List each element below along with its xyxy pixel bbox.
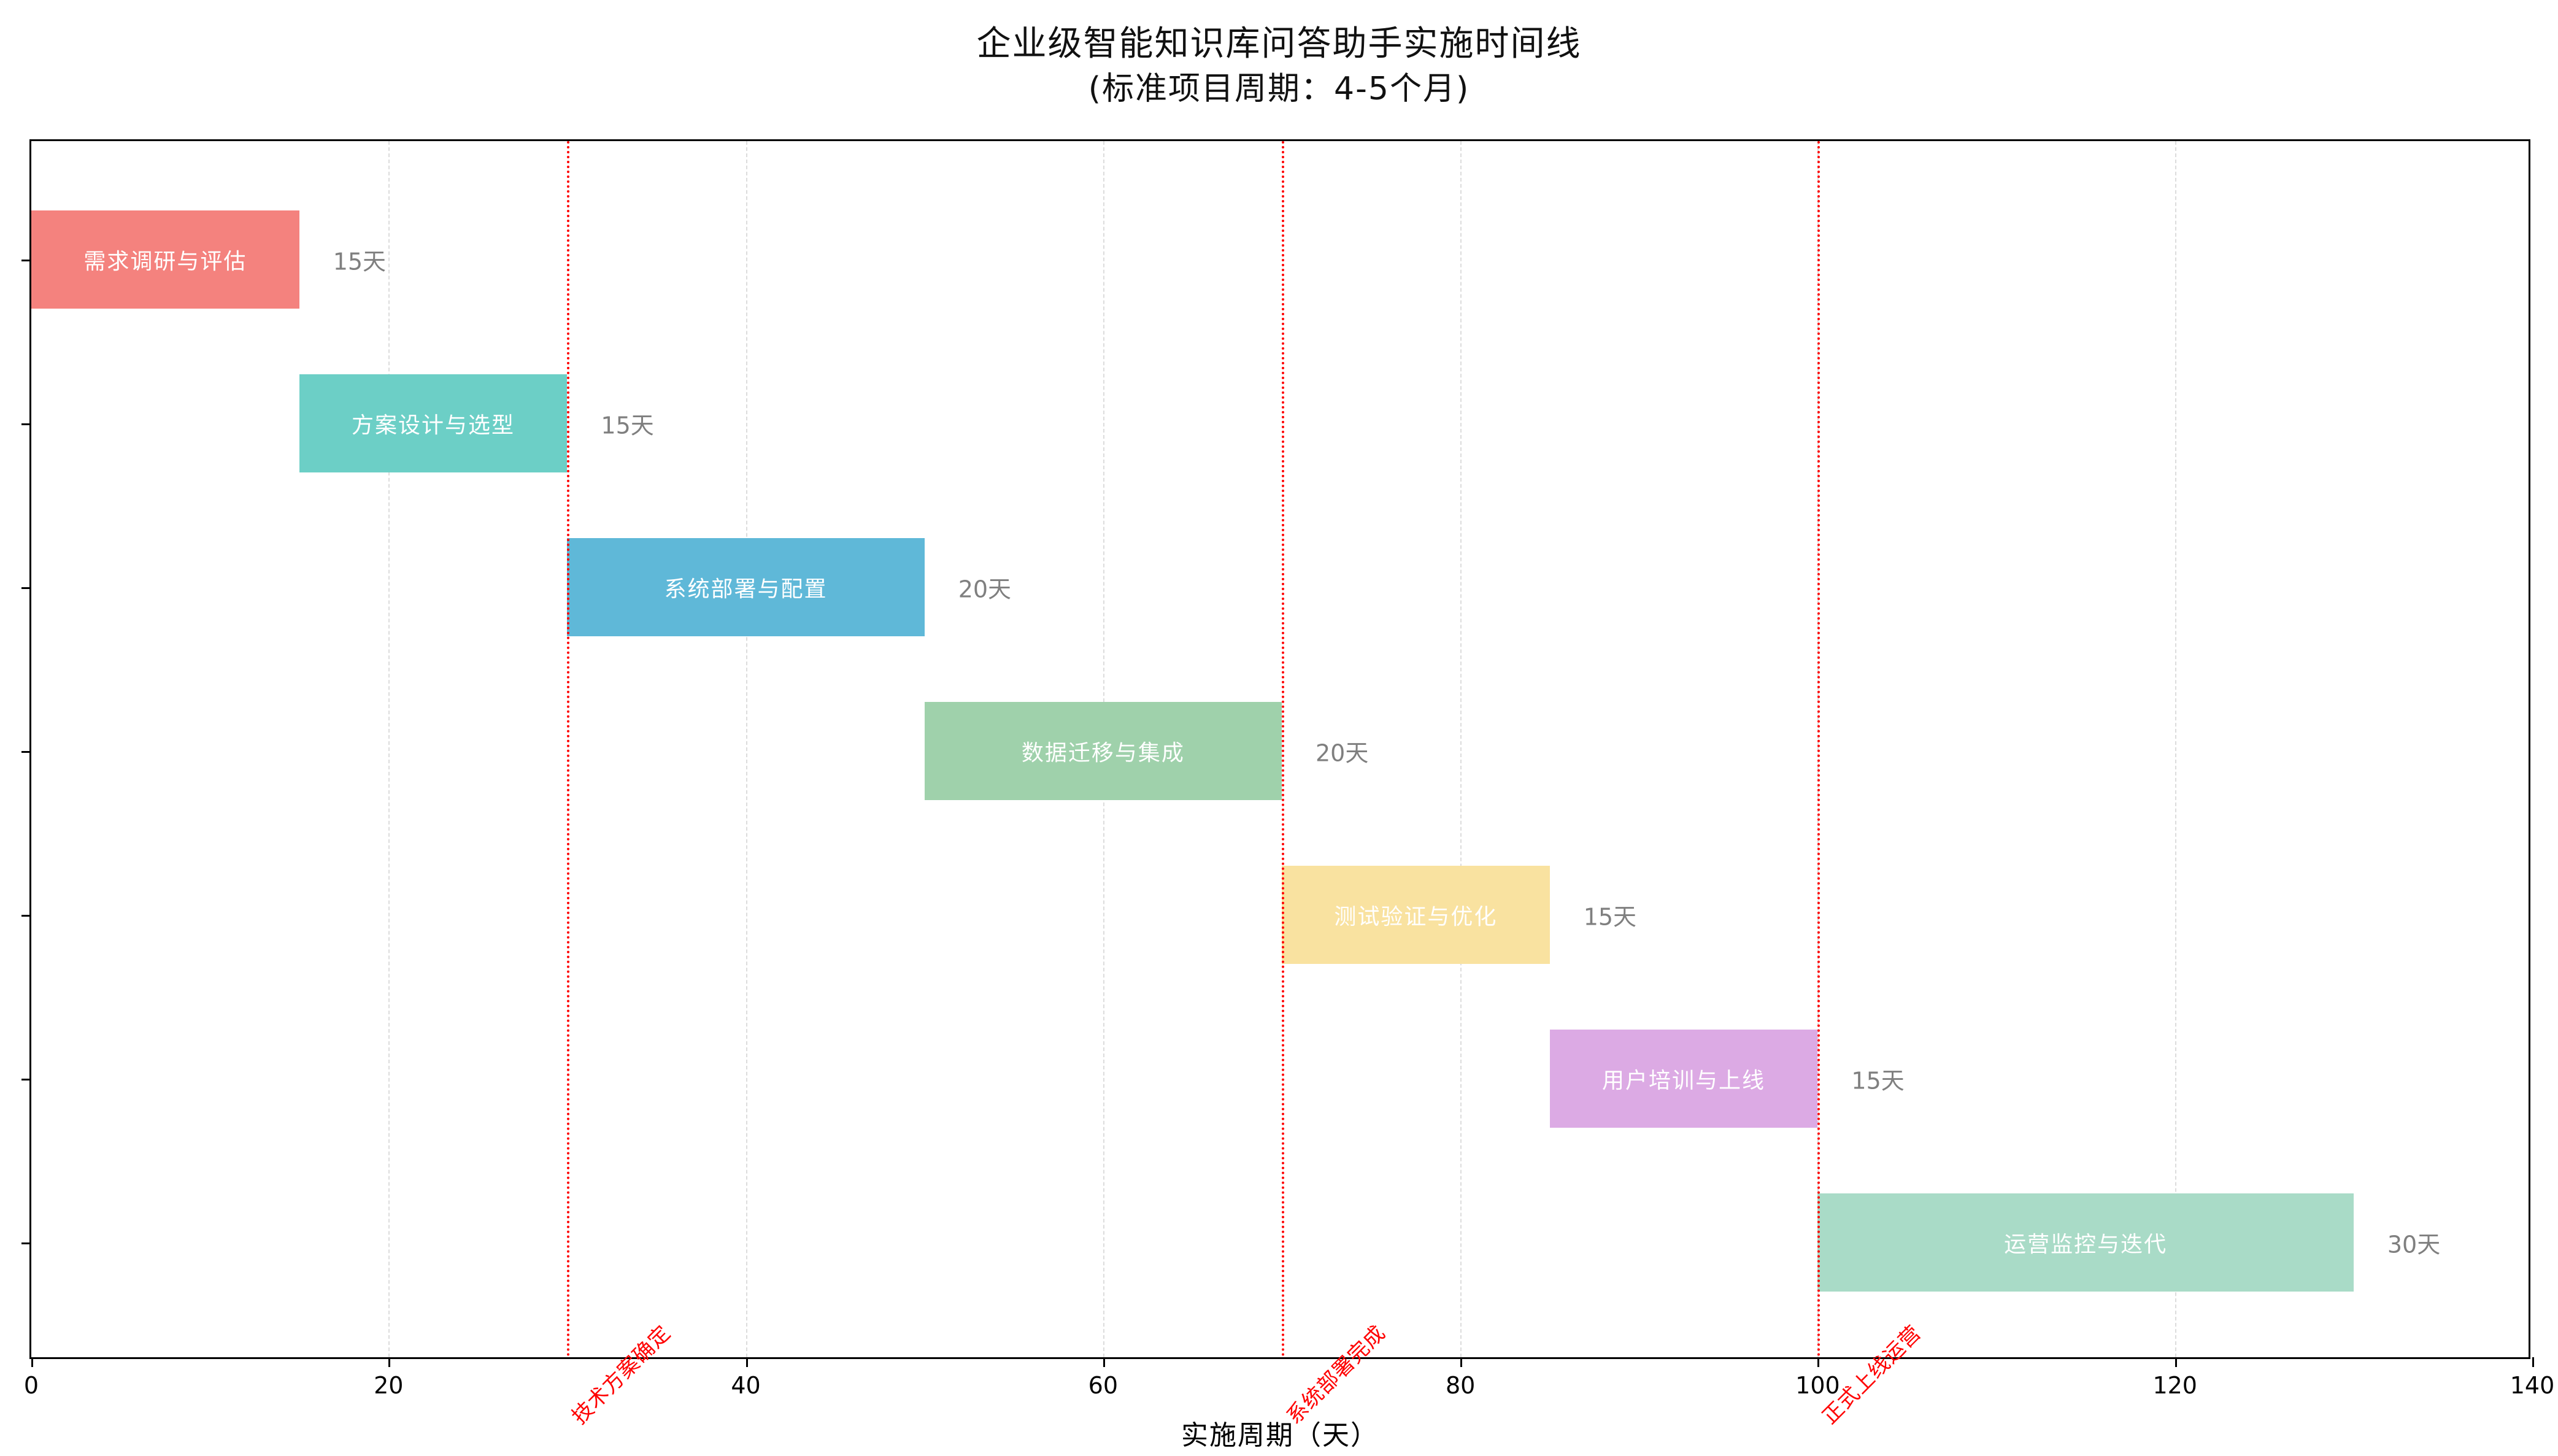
duration-label: 15天 — [1583, 903, 1637, 931]
x-tick-label: 60 — [1088, 1372, 1119, 1399]
x-axis-tick — [31, 1357, 33, 1367]
gridline — [388, 141, 390, 1357]
duration-label: 30天 — [2387, 1231, 2441, 1258]
task-name-label: 数据迁移与集成 — [1021, 741, 1185, 766]
x-tick-label: 40 — [731, 1372, 761, 1399]
milestone-line — [1282, 141, 1284, 1357]
chart-area: 需求调研与评估 15天 方案设计与选型 15天 系统部署与配置 20天 数据迁移与集成 20天… — [21, 139, 2554, 1429]
y-axis-tick — [21, 587, 31, 590]
task-name-label: 测试验证与优化 — [1334, 904, 1498, 930]
x-tick-label: 120 — [2152, 1372, 2197, 1399]
gantt-bar: 需求调研与评估 — [31, 210, 299, 309]
chart-subtitle: (标准项目周期：4-5个月) — [1088, 71, 1470, 107]
duration-label: 20天 — [958, 576, 1012, 603]
gridline — [2175, 141, 2176, 1357]
gantt-bar: 运营监控与迭代 — [1817, 1193, 2354, 1292]
x-axis-tick — [1460, 1357, 1463, 1367]
x-axis-label: 实施周期（天） — [1181, 1420, 1379, 1451]
gridline — [1460, 141, 1462, 1357]
duration-label: 15天 — [601, 412, 654, 439]
task-name-label: 系统部署与配置 — [664, 577, 828, 603]
x-axis-tick — [745, 1357, 748, 1367]
task-name-label: 方案设计与选型 — [352, 413, 515, 439]
x-axis-tick — [2175, 1357, 2177, 1367]
x-tick-label: 20 — [374, 1372, 404, 1399]
x-tick-label: 100 — [1795, 1372, 1840, 1399]
x-axis-tick — [388, 1357, 391, 1367]
x-axis-tick — [1103, 1357, 1105, 1367]
y-axis-tick — [21, 1242, 31, 1244]
duration-label: 20天 — [1316, 739, 1369, 767]
y-axis-tick — [21, 423, 31, 426]
milestone-line — [1817, 141, 1820, 1357]
milestone-line — [567, 141, 570, 1357]
task-name-label: 用户培训与上线 — [1602, 1068, 1766, 1093]
y-axis-tick — [21, 260, 31, 262]
x-tick-label: 0 — [23, 1372, 39, 1399]
chart-title: 企业级智能知识库问答助手实施时间线 — [976, 24, 1582, 64]
duration-label: 15天 — [1851, 1067, 1905, 1095]
gantt-bar: 数据迁移与集成 — [924, 702, 1282, 800]
x-tick-label: 140 — [2510, 1372, 2555, 1399]
gantt-bar: 测试验证与优化 — [1282, 865, 1550, 964]
y-axis-tick — [21, 1078, 31, 1080]
x-tick-label: 80 — [1445, 1372, 1476, 1399]
gantt-bar: 系统部署与配置 — [567, 538, 925, 637]
y-axis-tick — [21, 751, 31, 753]
duration-label: 15天 — [333, 248, 387, 275]
y-axis-tick — [21, 914, 31, 917]
task-name-label: 运营监控与迭代 — [2004, 1231, 2168, 1257]
task-name-label: 需求调研与评估 — [83, 249, 247, 275]
gantt-bar: 用户培训与上线 — [1549, 1029, 1818, 1128]
x-axis-tick — [1817, 1357, 1820, 1367]
x-axis-tick — [2532, 1357, 2534, 1367]
gridline — [745, 141, 747, 1357]
gantt-bar: 方案设计与选型 — [299, 374, 568, 473]
